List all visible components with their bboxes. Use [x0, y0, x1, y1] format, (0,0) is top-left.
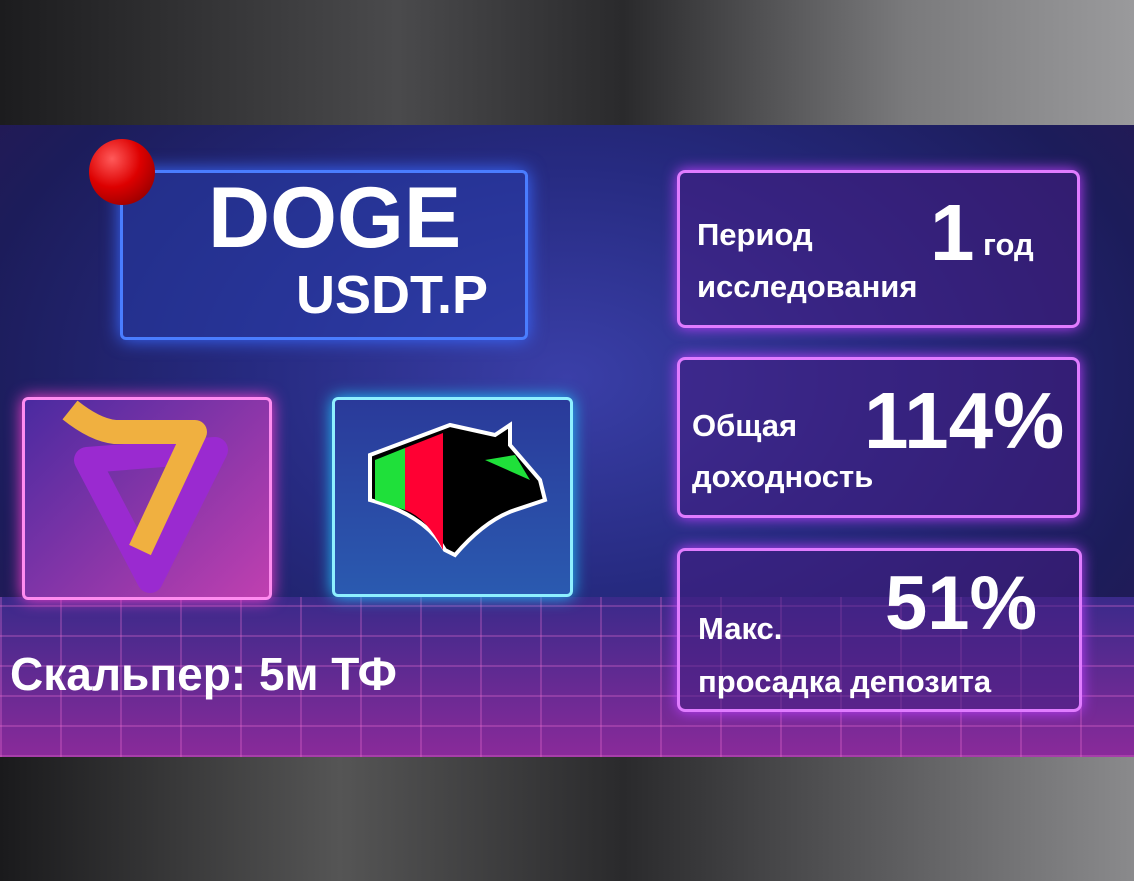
return-value: 114% — [864, 376, 1065, 465]
brand-logo-icon — [62, 400, 228, 593]
strategy-label: Скальпер: 5м ТФ — [10, 648, 397, 700]
banner: DOGE USDT.P Скальпер: 5м ТФ Период иссле… — [0, 125, 1134, 757]
ticker: DOGE — [208, 170, 462, 266]
logo-box-right — [332, 397, 573, 597]
stat-card-return — [677, 357, 1080, 518]
stat-card-period — [677, 170, 1080, 328]
return-label-2: доходность — [692, 459, 874, 494]
title-box — [120, 170, 528, 340]
pair: USDT.P — [296, 265, 489, 325]
stat-card-drawdown — [677, 548, 1082, 712]
period-label-1: Период — [697, 217, 813, 252]
logo-box-left — [22, 397, 272, 600]
bull-logo-icon — [368, 421, 548, 558]
drawdown-value: 51% — [885, 561, 1038, 646]
red-ball-icon — [89, 139, 155, 205]
period-label-2: исследования — [697, 269, 918, 304]
period-unit: год — [983, 227, 1034, 262]
drawdown-label-1: Макс. — [698, 611, 783, 646]
return-label-1: Общая — [692, 408, 798, 443]
period-value: 1 — [930, 188, 975, 277]
drawdown-label-2: просадка депозита — [698, 664, 992, 699]
background-photo-bottom — [0, 757, 1134, 881]
background-photo-top — [0, 0, 1134, 125]
